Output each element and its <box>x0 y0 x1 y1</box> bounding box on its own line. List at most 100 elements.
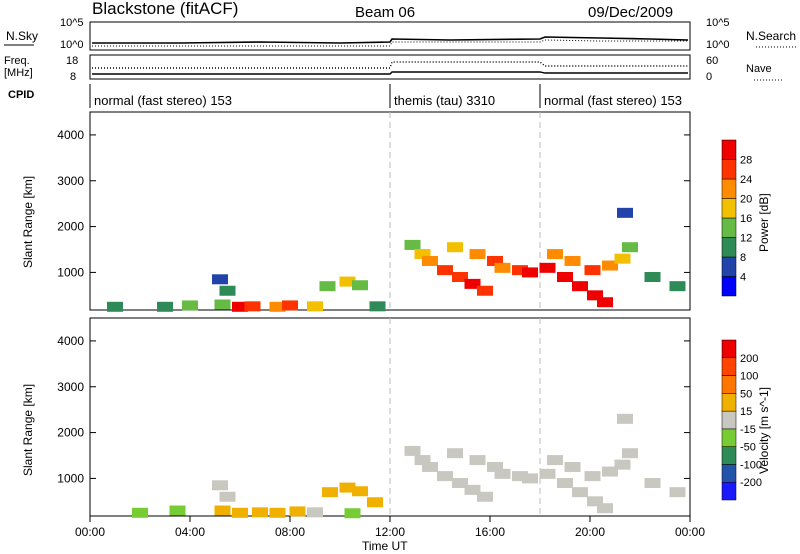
freq-label-line2: [MHz] <box>4 67 33 79</box>
data-cell <box>107 301 123 312</box>
data-cell <box>617 207 633 218</box>
colorbar-tick-label: 100 <box>740 371 758 383</box>
colorbar-tick-label: 28 <box>740 155 752 167</box>
data-cell <box>494 262 511 273</box>
data-cell <box>214 299 231 310</box>
power-colorbar: 28 24 20 16 12 8 4 <box>721 139 752 297</box>
data-cell <box>584 471 601 482</box>
y-tick-label: 1000 <box>57 265 84 279</box>
data-cell <box>214 505 231 516</box>
data-cell <box>564 461 581 472</box>
data-cell <box>339 276 356 287</box>
data-cell <box>487 255 503 266</box>
noise-panel: N.Sky 10^5 10^0 10^5 10^0 N.Search <box>4 17 796 51</box>
data-cell <box>404 445 421 456</box>
data-cell <box>447 448 463 459</box>
x-tick-label: 00:00 <box>75 525 105 539</box>
velocity-yticks: 4000 3000 2000 1000 <box>57 334 690 485</box>
data-cell <box>494 468 511 479</box>
noise-left-label: N.Sky <box>6 29 38 43</box>
data-cell <box>602 260 618 271</box>
data-cell <box>452 478 468 488</box>
data-cell <box>539 262 556 273</box>
x-axis-ticks: 00:00 04:00 08:00 12:00 16:00 20:00 00:00 <box>75 516 705 539</box>
y-tick-label: 2000 <box>57 220 84 234</box>
data-cell <box>622 448 638 459</box>
x-tick-label: 00:00 <box>675 525 705 539</box>
velocity-ylabel: Slant Range [km] <box>21 384 35 476</box>
data-cell <box>597 503 613 514</box>
colorbar-tick-label: -50 <box>740 442 756 454</box>
data-cell <box>422 461 438 472</box>
data-cell <box>282 300 298 311</box>
colorbar-swatch <box>721 357 737 376</box>
colorbar-tick-label: 50 <box>740 388 752 400</box>
data-cell <box>557 272 573 282</box>
colorbar-swatch <box>721 198 737 219</box>
velocity-cells <box>132 318 686 519</box>
x-axis-label: Time UT <box>362 539 408 553</box>
data-cell <box>477 491 493 502</box>
x-tick-label: 20:00 <box>575 525 605 539</box>
data-cell <box>437 471 453 482</box>
data-cell <box>452 272 468 282</box>
colorbar-tick-label: -15 <box>740 424 756 436</box>
data-cell <box>289 506 306 517</box>
colorbar-swatch <box>721 178 737 199</box>
colorbar-tick-label: 20 <box>740 194 752 206</box>
power-cells <box>107 112 686 312</box>
data-cell <box>369 301 386 312</box>
data-cell <box>219 285 236 296</box>
noise-right-tick-top: 10^5 <box>706 17 730 29</box>
power-panel: 4000 3000 2000 1000 Slant Range [km] 28 24 20… <box>21 111 771 312</box>
cpid-segment-0: normal (fast stereo) 153 <box>94 93 232 108</box>
data-cell <box>614 253 631 264</box>
data-cell <box>587 290 603 301</box>
data-cell <box>447 242 463 253</box>
velocity-panel: 4000 3000 2000 1000 Slant Range [km] 200 100… <box>21 317 771 519</box>
colorbar-swatch <box>721 464 737 483</box>
colorbar-swatch <box>721 410 737 430</box>
noise-left-tick-top: 10^5 <box>60 17 84 29</box>
data-cell <box>644 478 661 488</box>
noise-search-line <box>92 39 688 47</box>
freq-left-tick-top: 18 <box>66 55 78 67</box>
data-cell <box>584 265 601 276</box>
data-cell <box>522 473 538 484</box>
colorbar-tick-label: 12 <box>740 233 752 245</box>
data-cell <box>352 486 368 497</box>
data-cell <box>587 496 603 507</box>
colorbar-swatch <box>721 139 737 160</box>
freq-right-tick-top: 60 <box>706 55 718 67</box>
data-cell <box>212 274 228 285</box>
y-tick-label: 1000 <box>57 471 84 485</box>
noise-right-tick-bottom: 10^0 <box>706 39 730 51</box>
velocity-colorbar: 200 100 50 15 -15 -50 -100 -200 <box>721 339 762 501</box>
x-tick-label: 04:00 <box>175 525 205 539</box>
data-cell <box>344 508 361 519</box>
y-tick-label: 3000 <box>57 380 84 394</box>
data-cell <box>422 255 438 266</box>
colorbar-swatch <box>721 276 737 297</box>
data-cell <box>602 466 618 477</box>
colorbar-tick-label: 8 <box>740 252 746 264</box>
data-cell <box>339 482 356 493</box>
data-cell <box>469 455 486 466</box>
data-cell <box>469 249 486 260</box>
colorbar-swatch <box>721 237 737 258</box>
data-cell <box>614 459 631 470</box>
data-cell <box>169 505 186 516</box>
cpid-segment-2: normal (fast stereo) 153 <box>544 93 682 108</box>
velocity-colorbar-label: Velocity [m s^-1] <box>757 387 771 474</box>
freq-line <box>92 61 688 69</box>
data-cell <box>547 455 563 466</box>
x-tick-label: 08:00 <box>275 525 305 539</box>
data-cell <box>132 507 148 518</box>
freq-panel: Freq. [MHz] 18 8 60 0 Nave <box>4 54 782 83</box>
data-cell <box>572 281 588 292</box>
cpid-label: CPID <box>8 89 34 101</box>
cpid-row: CPID normal (fast stereo) 153 themis (tau… <box>8 84 682 108</box>
data-cell <box>269 507 286 518</box>
power-colorbar-label: Power [dB] <box>757 193 771 252</box>
